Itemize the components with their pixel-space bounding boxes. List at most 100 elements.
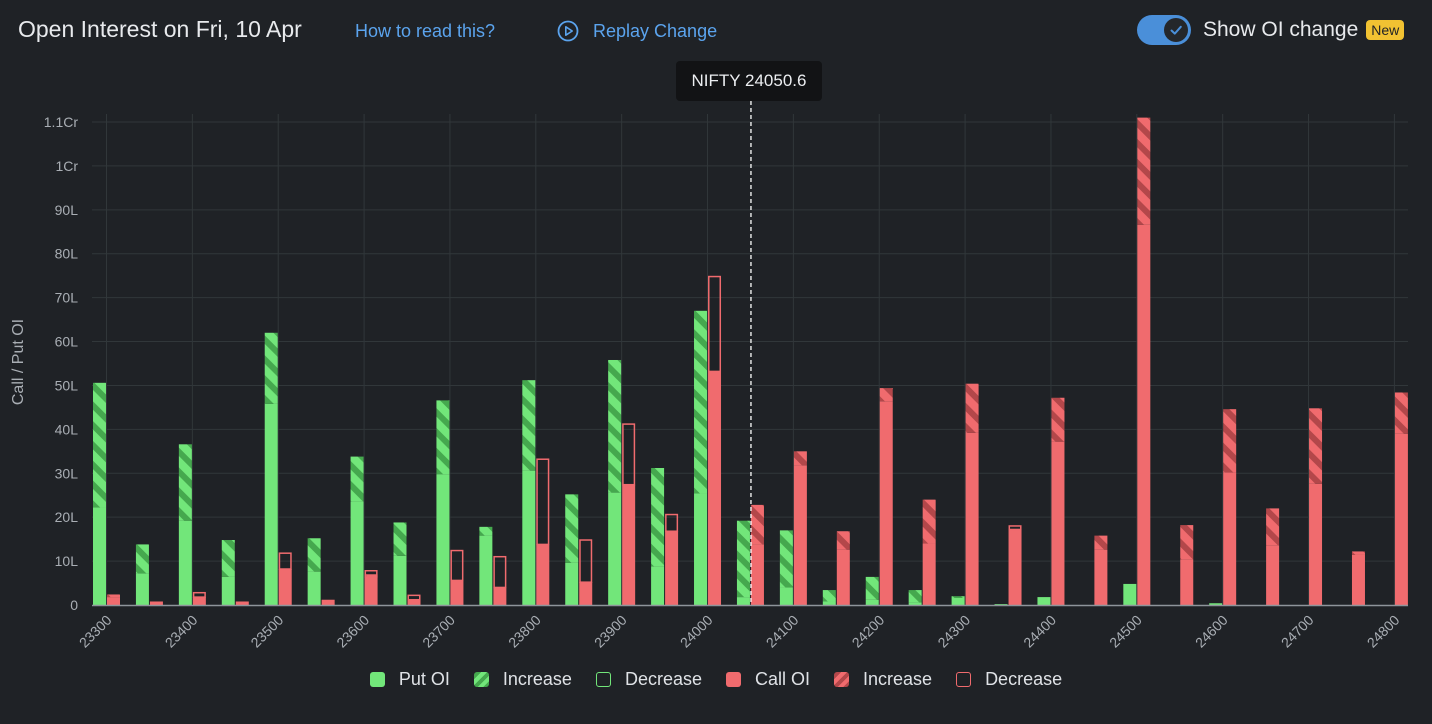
- y-tick-label: 40L: [55, 421, 79, 437]
- call-oi-increase-bar: [107, 594, 120, 598]
- show-oi-change-control: Show OI change New: [1137, 15, 1405, 45]
- call-oi-decrease-bar: [450, 549, 464, 582]
- legend-label: Increase: [502, 669, 572, 689]
- call-oi-bar: [364, 576, 378, 605]
- put-oi-bar: [1209, 603, 1223, 605]
- put-oi-increase-bar: [221, 540, 235, 577]
- put-oi-increase-bar: [736, 520, 750, 598]
- x-tick-label: 23400: [162, 612, 201, 651]
- legend-item-put-oi[interactable]: Put OI: [369, 669, 450, 690]
- call-oi-increase-bar: [1094, 535, 1108, 550]
- grid: [92, 114, 1408, 605]
- y-tick-label: 20L: [55, 509, 79, 525]
- legend-swatch-put-increase: [473, 672, 489, 687]
- legend-item-put-decrease[interactable]: Decrease: [595, 669, 702, 690]
- y-axis-title: Call / Put OI: [10, 319, 27, 405]
- how-to-read-link[interactable]: How to read this?: [355, 21, 496, 41]
- put-oi-bar: [865, 599, 879, 605]
- put-oi-increase-bar: [178, 444, 192, 521]
- header: Open Interest on Fri, 10 Apr How to read…: [0, 0, 1432, 60]
- put-oi-increase-bar: [264, 332, 278, 404]
- put-oi-bar: [951, 597, 965, 605]
- x-tick-label: 24000: [677, 612, 716, 651]
- y-tick-label: 60L: [55, 334, 79, 350]
- put-oi-bar: [350, 501, 364, 605]
- call-oi-increase-bar: [1266, 508, 1280, 546]
- axes: 0 10L 20L 30L 40L 50L 60L 70L 80L 90L 1Cr 1.1Cr 2330…: [44, 101, 1408, 651]
- put-oi-bar: [779, 587, 793, 605]
- put-oi-increase-bar: [350, 456, 364, 502]
- y-tick-label: 50L: [55, 377, 79, 393]
- y-tick-label: 30L: [55, 465, 79, 481]
- put-oi-bar: [822, 601, 836, 605]
- call-oi-bar: [235, 601, 249, 605]
- put-oi-bar: [1123, 583, 1137, 605]
- show-oi-change-toggle[interactable]: [1137, 15, 1191, 45]
- call-oi-bar: [622, 484, 636, 605]
- put-oi-increase-bar: [565, 494, 579, 563]
- call-oi-bar: [278, 568, 292, 605]
- y-tick-label: 1Cr: [55, 158, 78, 174]
- x-tick-label: 23500: [247, 612, 286, 651]
- put-oi-increase-bar: [951, 596, 965, 598]
- put-oi-increase-bar: [779, 530, 793, 588]
- put-oi-increase-bar: [522, 380, 536, 471]
- legend-swatch-call-oi: [726, 672, 741, 687]
- replay-change-button[interactable]: Replay Change: [557, 19, 717, 43]
- put-oi-increase-bar: [436, 400, 450, 475]
- call-oi-bar: [321, 599, 335, 605]
- y-tick-label: 0: [70, 597, 78, 613]
- legend-item-call-oi[interactable]: Call OI: [726, 669, 810, 690]
- call-oi-bar: [965, 432, 979, 605]
- call-oi-decrease-bar: [579, 539, 593, 583]
- legend-label: Increase: [863, 669, 933, 689]
- call-oi-increase-bar: [836, 531, 850, 550]
- call-oi-bar: [579, 582, 593, 605]
- put-oi-increase-bar: [865, 576, 879, 600]
- x-tick-label: 23900: [591, 612, 630, 651]
- call-oi-bar: [793, 465, 807, 605]
- x-tick-label: 24700: [1278, 612, 1317, 651]
- put-oi-increase-bar: [93, 382, 106, 508]
- call-oi-bar: [149, 601, 163, 605]
- x-tick-label: 24200: [849, 612, 888, 651]
- call-oi-bar: [192, 597, 206, 605]
- call-oi-increase-bar: [1351, 551, 1365, 555]
- put-oi-bar: [307, 571, 321, 605]
- call-oi-increase-bar: [1051, 397, 1065, 442]
- call-oi-decrease-bar: [665, 513, 679, 532]
- put-oi-bar: [694, 493, 708, 605]
- put-oi-increase-bar: [479, 526, 493, 536]
- put-oi-bar: [565, 562, 579, 605]
- legend-item-call-decrease[interactable]: Decrease: [956, 669, 1062, 690]
- put-oi-increase-bar: [393, 522, 407, 556]
- put-oi-bar: [135, 573, 149, 605]
- put-oi-increase-bar: [694, 310, 708, 494]
- page-title: Open Interest on Fri, 10 Apr: [18, 16, 302, 42]
- call-oi-bar: [1008, 529, 1022, 605]
- call-oi-increase-bar: [750, 504, 764, 545]
- spot-price-tooltip: NIFTY 24050.6: [676, 61, 822, 101]
- play-circle-icon: [557, 20, 579, 42]
- call-oi-bar: [1266, 545, 1280, 605]
- legend-item-put-increase[interactable]: Increase: [473, 669, 572, 690]
- call-oi-bar: [1351, 554, 1365, 605]
- put-oi-bar: [1037, 597, 1051, 605]
- x-tick-label: 24100: [763, 612, 802, 651]
- call-oi-increase-bar: [922, 499, 936, 544]
- legend-label: Decrease: [985, 669, 1063, 689]
- put-oi-increase-bar: [135, 544, 149, 574]
- call-oi-bar: [1223, 472, 1237, 605]
- put-oi-bar: [736, 597, 750, 605]
- call-oi-decrease-bar: [536, 458, 550, 546]
- call-oi-bar: [708, 371, 722, 605]
- legend-item-call-increase[interactable]: Increase: [834, 669, 932, 690]
- call-oi-bar: [450, 580, 464, 605]
- legend-swatch-put-oi: [369, 672, 385, 687]
- x-tick-label: 23300: [76, 612, 115, 651]
- chart-legend: Put OI Increase Decrease Call OI Increas…: [0, 669, 1432, 690]
- call-oi-decrease-bar: [708, 275, 722, 373]
- call-oi-increase-bar: [965, 383, 979, 433]
- legend-swatch-call-increase: [834, 672, 850, 687]
- x-tick-label: 24800: [1364, 612, 1403, 651]
